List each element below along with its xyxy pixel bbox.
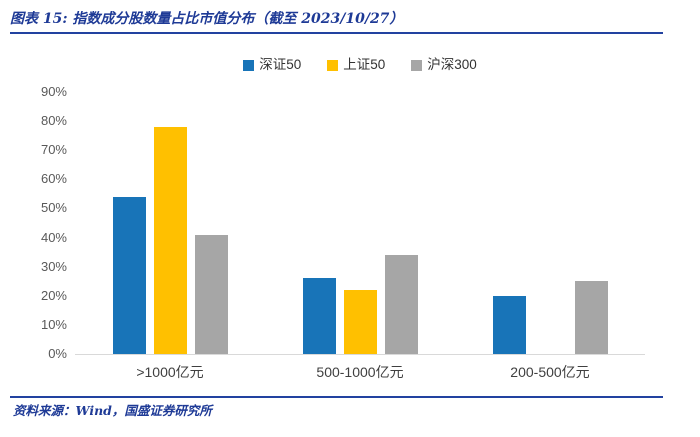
legend-swatch-icon	[327, 59, 339, 71]
legend-swatch-icon	[243, 59, 255, 71]
legend-label: 上证50	[343, 57, 386, 72]
figure-title: 图表 15: 指数成分股数量占比市值分布（截至 2023/10/27）	[10, 11, 404, 27]
legend-item-1: 上证50	[327, 57, 385, 73]
legend-item-2: 沪深300	[411, 57, 477, 73]
y-axis-tick-label: 80%	[40, 113, 67, 129]
x-axis-category-label: 500-1000亿元	[316, 364, 404, 380]
chart-legend: 深证50 上证50 沪深300	[75, 55, 645, 75]
y-axis-tick-label: 30%	[40, 258, 67, 274]
x-axis-category-label: 200-500亿元	[510, 364, 590, 380]
y-axis-tick-label: 50%	[40, 200, 67, 216]
y-axis-tick-label: 10%	[40, 316, 67, 332]
bar-series0-cat0	[112, 196, 146, 354]
legend-item-0: 深证50	[243, 57, 301, 73]
y-axis-tick-label: 40%	[40, 229, 67, 245]
legend-label: 深证50	[259, 57, 302, 72]
legend-label: 沪深300	[427, 57, 477, 72]
title-divider	[10, 32, 663, 34]
bar-series2-cat1	[384, 255, 418, 354]
bar-series0-cat1	[302, 278, 336, 354]
y-axis-tick-label: 90%	[40, 84, 67, 99]
bar-series0-cat2	[492, 295, 526, 354]
legend-swatch-icon	[411, 59, 423, 71]
bar-series2-cat2	[574, 281, 608, 354]
footer-divider	[10, 396, 663, 398]
bar-series2-cat0	[194, 234, 228, 354]
y-axis-tick-label: 70%	[40, 142, 67, 158]
y-axis-tick-label: 0%	[48, 346, 67, 361]
y-axis-tick-label: 20%	[40, 287, 67, 303]
x-axis-line	[75, 354, 645, 355]
x-axis-category-label: >1000亿元	[136, 364, 204, 380]
bar-series1-cat0	[153, 126, 187, 354]
source-note: 资料来源：Wind，国盛证券研究所	[13, 403, 212, 418]
bar-series1-cat1	[343, 289, 377, 354]
y-axis-tick-label: 60%	[40, 171, 67, 187]
grouped-bar-chart	[75, 93, 645, 355]
